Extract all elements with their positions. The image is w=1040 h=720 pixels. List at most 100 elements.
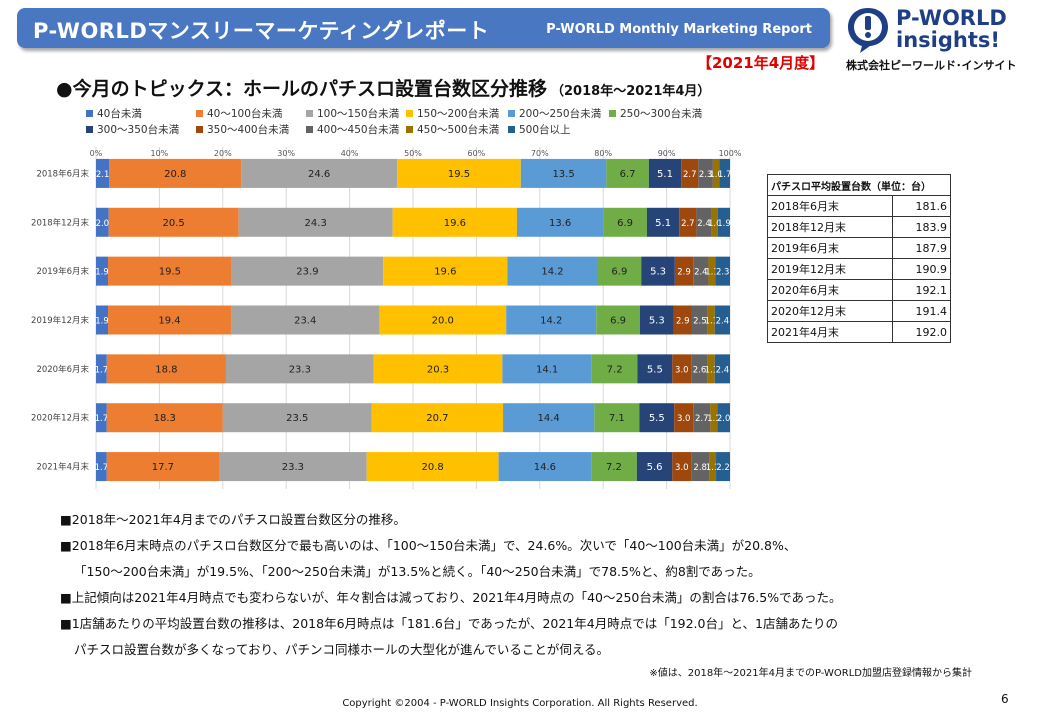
bar-segment [106,403,223,433]
bar-segment [520,158,607,188]
note-line: ■2018年～2021年4月までのパチスロ設置台数区分の推移。 [60,512,406,527]
bar-segment [715,256,730,286]
logo-text-line1: P-WORLD [896,6,1007,30]
bar-data-label: 19.5 [448,169,470,180]
legend-label: 350～400台未満 [207,123,290,136]
bar-data-label: 14.6 [534,462,556,473]
commentary: ■2018年～2021年4月までのパチスロ設置台数区分の推移。 ■2018年6月… [60,507,841,663]
legend-swatch [609,110,616,117]
y-category-label: 2021年4月末 [36,462,89,473]
bar-segment [241,158,398,188]
bar-segment [673,305,692,335]
bar-data-label: 5.1 [655,218,671,229]
report-period: 【2021年4月度】 [697,54,825,72]
bar-segment [716,452,730,482]
copyright: Copyright ©2004 - P-WORLD Insights Corpo… [342,698,698,709]
bar-segment [672,354,692,384]
table-row-value: 187.9 [891,237,952,259]
bar-segment [717,403,730,433]
bar-data-label: 19.6 [434,267,456,278]
bar-data-label: 2.7 [695,414,709,424]
report-title-en: P-WORLD Monthly Marketing Report [546,22,812,37]
page-number: 6 [1001,692,1009,706]
bar-segment [714,354,730,384]
legend-label: 300～350台未満 [97,123,180,136]
bar-data-label: 2.3 [716,268,730,278]
topic-heading: ●今月のトピックス：ホールのパチスロ設置台数区分推移 （2018年～2021年4月… [56,74,710,101]
bar-data-label: 2.2 [716,463,730,473]
bar-data-label: 3.0 [677,414,691,424]
bar-segment [691,305,708,335]
y-category-label: 2020年6月末 [36,364,89,375]
x-tick-label: 50% [404,149,422,158]
bar-segment [698,158,713,188]
bar-segment [711,207,718,237]
bar-segment [106,452,219,482]
table-row: 2020年6月末 192.1 [767,279,952,301]
bar-segment [498,452,592,482]
bar-data-label: 1.9 [95,268,109,278]
bar-segment [397,158,521,188]
table-row: 2018年6月末 181.6 [767,195,952,217]
table-row-value: 192.1 [891,279,952,301]
bar-segment [106,354,226,384]
x-tick-label: 30% [277,149,295,158]
bar-data-label: 1.7 [95,463,109,473]
bar-segment [709,452,717,482]
legend-label: 40～100台未満 [207,107,283,120]
legend-label: 250～300台未満 [620,107,703,120]
bar-data-label: 2.8 [693,463,707,473]
x-tick-label: 10% [151,149,169,158]
table-row: 2018年12月末 183.9 [767,216,952,238]
bar-data-label: 6.9 [610,316,626,327]
legend-swatch [306,110,313,117]
bar-data-label: 19.4 [158,316,180,327]
bar-data-label: 20.0 [432,316,454,327]
company-logo: P-WORLD insights! 株式会社ピーワールド･インサイト [846,6,1030,72]
table-row-value: 181.6 [891,195,952,217]
note-line: ■上記傾向は2021年4月時点でも変わらないが、年々割合は減っており、2021年… [60,590,842,605]
y-category-label: 2018年12月末 [31,217,89,228]
table-header-row: パチスロ平均設置台数（単位：台） [767,174,951,196]
bar-segment [96,354,107,384]
table-row: 2019年12月末 190.9 [767,258,952,280]
bar-segment [383,256,508,286]
table-row-value: 190.9 [891,258,952,280]
bar-data-label: 20.3 [427,364,449,375]
bar-segment [707,305,715,335]
bar-segment [507,256,598,286]
bar-data-label: 13.6 [549,218,571,229]
bar-segment [710,403,718,433]
legend-swatch [406,110,413,117]
bar-data-label: 19.5 [159,267,181,278]
legend-swatch [306,126,313,133]
bar-segment [681,158,699,188]
bar-data-label: 1.1 [705,268,719,278]
y-category-label: 2019年12月末 [31,315,89,326]
bar-segment [222,403,372,433]
bar-segment [503,403,595,433]
legend-swatch [196,110,203,117]
bar-data-label: 23.3 [289,364,311,375]
bar-segment [108,256,232,286]
bar-data-label: 6.7 [620,169,636,180]
bar-data-label: 5.5 [647,364,663,375]
bar-segment [691,452,710,482]
source-note: ※値は、2018年～2021年4月までのP-WORLD加盟店登録情報から集計 [649,668,972,679]
logo-company-name: 株式会社ピーワールド･インサイト [846,59,1017,72]
bar-data-label: 7.2 [607,364,623,375]
bar-segment [502,354,592,384]
bar-segment [597,256,642,286]
bar-data-label: 14.2 [541,267,563,278]
bar-data-label: 2.4 [697,219,711,229]
table-row-label: 2021年4月末 [767,321,893,343]
chart-bars: 2.1 20.8 24.6 19.5 13.5 6.7 5.1 2.7 2.31.01.72.0… [95,158,731,482]
bar-segment [96,305,109,335]
bar-data-label: 5.1 [657,169,673,180]
bar-data-label: 6.9 [611,267,627,278]
legend-label: 40台未満 [97,107,142,120]
bar-data-label: 5.3 [650,267,666,278]
table-row-label: 2019年12月末 [767,258,893,280]
y-axis-labels: 2018年6月末 2018年12月末 2019年6月末 2019年12月末 2020年6… [31,168,89,472]
bar-segment [691,354,708,384]
